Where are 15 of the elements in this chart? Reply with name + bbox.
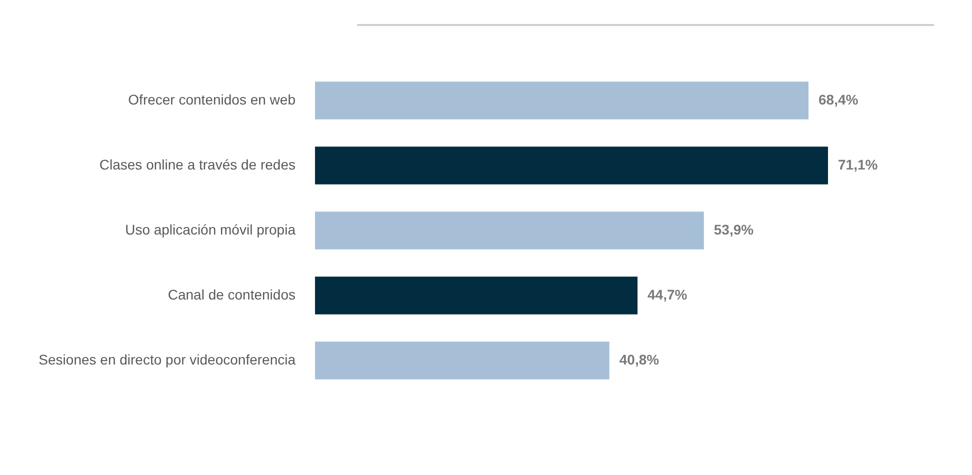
y-tick-label: Clases online a través de redes [99, 156, 296, 172]
data-label: 71,1% [838, 156, 878, 172]
y-tick-label: Ofrecer contenidos en web [128, 92, 296, 108]
bar [315, 82, 809, 120]
bar [315, 146, 828, 184]
data-label: 68,4% [818, 92, 859, 108]
y-tick-label: Sesiones en directo por videoconferencia [38, 352, 296, 368]
data-label: 44,7% [648, 286, 688, 302]
data-label: 53,9% [714, 222, 754, 238]
y-tick-label: Uso aplicación móvil propia [125, 222, 296, 238]
y-tick-label: Canal de contenidos [168, 286, 296, 302]
bar [315, 212, 704, 250]
bar [315, 342, 610, 380]
bar [315, 276, 638, 314]
data-label: 40,8% [619, 352, 660, 368]
